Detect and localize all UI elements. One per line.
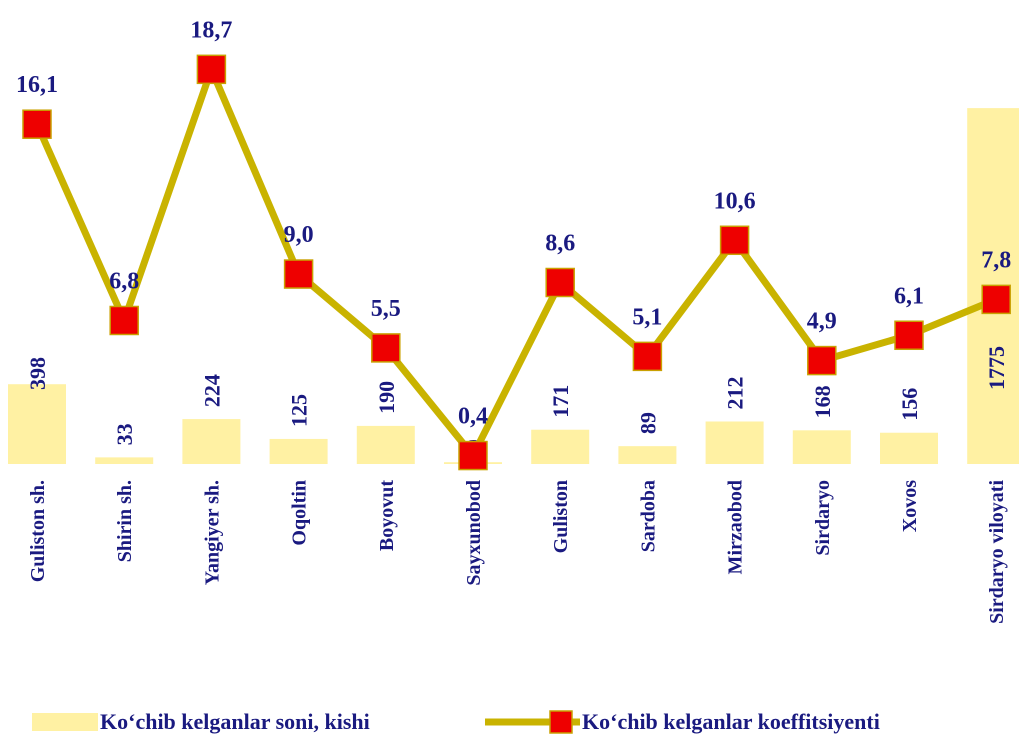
- line-series: [33, 65, 998, 460]
- line-value-label: 18,7: [190, 17, 232, 43]
- line-marker: [894, 320, 924, 351]
- legend-swatch-bar: [32, 713, 98, 731]
- line-value-label: 16,1: [16, 72, 58, 98]
- legend-label: Ko‘chib kelganlar koeffitsiyenti: [582, 709, 880, 734]
- line-marker: [719, 225, 750, 256]
- line-value-label: 6,8: [109, 268, 139, 294]
- line-value-label: 7,8: [981, 247, 1011, 273]
- legend: Ko‘chib kelganlar soni, kishi Ko‘chib ke…: [32, 709, 880, 734]
- bar-value-label: 125: [287, 394, 312, 427]
- bar: [705, 421, 764, 464]
- x-tick-label: Boyovut: [376, 480, 398, 551]
- bar-value-label: 89: [635, 412, 660, 434]
- bar: [95, 457, 154, 464]
- bar: [880, 432, 938, 464]
- line-marker: [545, 267, 575, 298]
- line-value-label: 8,6: [545, 230, 575, 256]
- line-value-label: 10,6: [714, 188, 756, 214]
- bar: [8, 384, 66, 464]
- x-tick-label: Guliston: [550, 480, 572, 553]
- line-marker: [981, 284, 1011, 315]
- line-marker: [22, 109, 52, 139]
- bar-value-label: 398: [25, 357, 50, 390]
- line-marker: [283, 259, 314, 289]
- bar: [356, 425, 415, 464]
- bar: [792, 430, 851, 464]
- legend-label: Ko‘chib kelganlar soni, kishi: [100, 709, 370, 734]
- x-tick-label: Oqoltin: [289, 480, 311, 546]
- line-marker: [371, 333, 401, 363]
- bar: [618, 446, 677, 464]
- line-marker: [458, 440, 488, 471]
- x-tick-label: Mirzaobod: [725, 480, 747, 574]
- line-value-label: 9,0: [284, 222, 314, 248]
- bar-value-label: 1775: [984, 346, 1009, 390]
- bar-value-label: 156: [897, 388, 922, 421]
- line-value-label: 4,9: [807, 309, 837, 335]
- x-tick-label: Yangiyer sh.: [201, 480, 223, 585]
- x-tick-label: Sardoba: [637, 480, 659, 552]
- bar-value-label: 33: [112, 423, 137, 445]
- bar-value-label: 190: [374, 381, 399, 414]
- line-value-label: 5,5: [371, 296, 401, 322]
- bar: [531, 429, 590, 464]
- line-value-label: 0,4: [458, 404, 488, 430]
- bar-value-label: 212: [723, 376, 748, 409]
- bar-value-label: 168: [810, 385, 835, 418]
- bar-value-label: 224: [199, 374, 224, 407]
- bar: [182, 419, 241, 464]
- line-marker: [807, 345, 837, 376]
- x-tick-label: Guliston sh.: [27, 480, 49, 582]
- bar-value-label: 171: [548, 385, 573, 418]
- line-value-label: 5,1: [632, 304, 662, 330]
- legend-swatch-marker: [549, 710, 573, 734]
- line-marker: [632, 341, 663, 372]
- x-tick-label: Xovos: [899, 480, 921, 532]
- x-tick-label: Sirdaryo viloyati: [986, 480, 1008, 624]
- x-tick-label: Sayxunobod: [463, 480, 485, 586]
- bar: [269, 438, 328, 464]
- line-value-label: 6,1: [894, 283, 924, 309]
- line-marker: [196, 54, 227, 85]
- line-marker: [109, 305, 139, 336]
- x-tick-label: Shirin sh.: [114, 480, 136, 562]
- x-tick-label: Sirdaryo: [812, 480, 834, 556]
